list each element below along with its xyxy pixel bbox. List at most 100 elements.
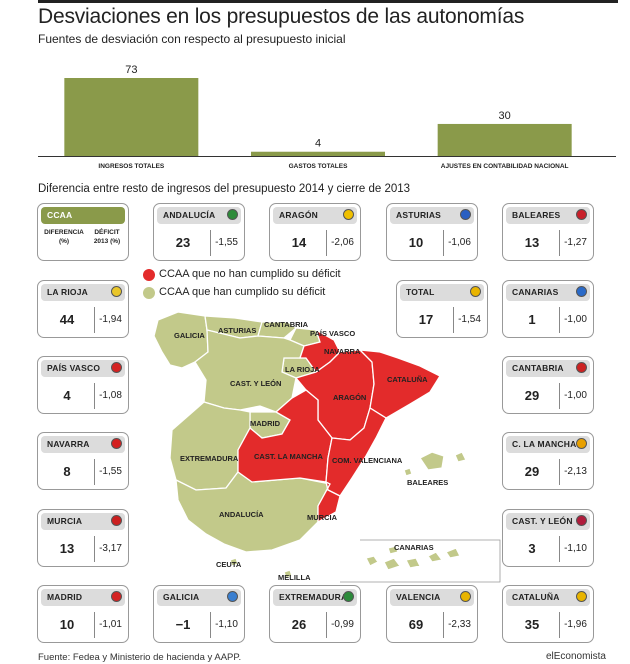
map-region-baleares xyxy=(403,451,467,477)
region-card-name: MURCIA xyxy=(41,513,125,530)
region-card-divider xyxy=(326,612,327,638)
region-card-name: BALEARES xyxy=(506,207,590,224)
region-card-name: CATALUÑA xyxy=(506,589,590,606)
region-card-andalucia: ANDALUCÍA 23 -1,55 xyxy=(153,203,245,261)
map-label-pais-vasco: PAÍS VASCO xyxy=(310,329,356,338)
region-card-deficit: -1,55 xyxy=(215,237,238,248)
map-label-la-rioja: LA RIOJA xyxy=(285,365,320,374)
section-title: Diferencia entre resto de ingresos del p… xyxy=(38,183,411,195)
region-card-total: TOTAL 17 -1,54 xyxy=(396,280,488,338)
region-flag-icon xyxy=(227,591,238,602)
region-flag-icon xyxy=(343,209,354,220)
map-label-asturias: ASTURIAS xyxy=(218,326,257,335)
map-label-andalucia: ANDALUCÍA xyxy=(219,510,264,519)
region-flag-icon xyxy=(111,515,122,526)
region-card-deficit: -1,94 xyxy=(99,314,122,325)
legend-red-label: CCAA que no han cumplido su déficit xyxy=(159,268,341,280)
region-card-canarias: CANARIAS 1 -1,00 xyxy=(502,280,594,338)
bar-category-label-0: INGRESOS TOTALES xyxy=(98,163,165,170)
bar-0 xyxy=(64,78,199,156)
region-card-diferencia: 17 xyxy=(418,312,434,327)
map-label-valenciana: COM. VALENCIANA xyxy=(332,456,403,465)
region-card-deficit: -1,55 xyxy=(99,466,122,477)
region-card-deficit: -1,01 xyxy=(99,619,122,630)
map-label-galicia: GALICIA xyxy=(174,331,205,340)
region-card-aragon: ARAGÓN 14 -2,06 xyxy=(269,203,361,261)
region-flag-icon xyxy=(227,209,238,220)
region-flag-icon xyxy=(576,438,587,449)
region-card-divider xyxy=(94,307,95,333)
legend-green-label: CCAA que han cumplido su déficit xyxy=(159,286,326,298)
region-card-pais-vasco: PAÍS VASCO 4 -1,08 xyxy=(37,356,129,414)
region-card-deficit: -1,96 xyxy=(564,619,587,630)
region-card-divider xyxy=(559,230,560,256)
region-card-deficit: -1,10 xyxy=(215,619,238,630)
region-card-deficit: -2,33 xyxy=(448,619,471,630)
region-card-diferencia: 29 xyxy=(524,388,540,403)
map-label-clm: CAST. LA MANCHA xyxy=(254,452,323,461)
map-region-valenciana xyxy=(325,406,387,497)
region-card-diferencia: 14 xyxy=(291,235,307,250)
region-flag-icon xyxy=(470,286,481,297)
region-card-asturias: ASTURIAS 10 -1,06 xyxy=(386,203,478,261)
region-card-baleares: BALEARES 13 -1,27 xyxy=(502,203,594,261)
bar-chart: 73 INGRESOS TOTALES 4 GASTOS TOTALES 30 AJUST… xyxy=(38,64,616,170)
region-card-diferencia: 35 xyxy=(524,617,540,632)
region-card-diferencia: 23 xyxy=(175,235,191,250)
map-label-canarias: CANARIAS xyxy=(394,543,434,552)
legend-card-col-deficit: DÉFICIT 2013 (%) xyxy=(93,229,121,245)
map-label-ceuta: CEUTA xyxy=(216,560,242,569)
legend-green-dot xyxy=(143,287,155,299)
region-card-name: TOTAL xyxy=(400,284,484,301)
region-card-deficit: -1,00 xyxy=(564,390,587,401)
region-card-diferencia: 69 xyxy=(408,617,424,632)
region-card-name: NAVARRA xyxy=(41,436,125,453)
map-region-murcia xyxy=(317,480,341,524)
region-card-galicia: GALICIA −1 -1,10 xyxy=(153,585,245,643)
map-label-madrid: MADRID xyxy=(250,419,280,428)
bar-value-label-1: 4 xyxy=(315,138,321,150)
map-region-cataluna xyxy=(358,349,441,419)
map-region-cyl xyxy=(194,329,305,413)
region-card-diferencia: −1 xyxy=(175,617,191,632)
region-card-divider xyxy=(559,383,560,409)
region-card-diferencia: 44 xyxy=(59,312,75,327)
region-card-deficit: -2,13 xyxy=(564,466,587,477)
region-flag-icon xyxy=(343,591,354,602)
region-card-divider xyxy=(559,536,560,562)
region-flag-icon xyxy=(576,591,587,602)
region-card-deficit: -3,17 xyxy=(99,543,122,554)
region-card-divider xyxy=(210,612,211,638)
map-region-canarias xyxy=(365,545,461,571)
region-card-divider xyxy=(94,459,95,485)
region-card-divider xyxy=(94,612,95,638)
bar-2 xyxy=(437,123,572,156)
region-card-divider xyxy=(326,230,327,256)
region-flag-icon xyxy=(111,362,122,373)
region-card-deficit: -0,99 xyxy=(331,619,354,630)
chart-subtitle: Fuentes de desviación con respecto al pr… xyxy=(38,32,346,46)
map-label-cataluna: CATALUÑA xyxy=(387,375,428,384)
top-rule xyxy=(38,0,618,3)
bar-value-label-2: 30 xyxy=(499,110,511,122)
region-card-cast-y-leon: CAST. Y LEÓN 3 -1,10 xyxy=(502,509,594,567)
region-card-divider xyxy=(453,307,454,333)
region-card-diferencia: 4 xyxy=(63,388,71,403)
region-card-divider xyxy=(210,230,211,256)
region-card-deficit: -1,08 xyxy=(99,390,122,401)
legend-green: CCAA que han cumplido su déficit xyxy=(143,286,325,298)
source-note: Fuente: Fedea y Ministerio de hacienda y… xyxy=(38,652,242,663)
region-card-name: GALICIA xyxy=(157,589,241,606)
map-region-clm xyxy=(237,389,333,483)
region-card-name: CANTABRIA xyxy=(506,360,590,377)
region-card-diferencia: 10 xyxy=(408,235,424,250)
bar-category-label-1: GASTOS TOTALES xyxy=(289,163,349,170)
region-card-cantabria: CANTABRIA 29 -1,00 xyxy=(502,356,594,414)
region-flag-icon xyxy=(460,591,471,602)
region-card-deficit: -1,06 xyxy=(448,237,471,248)
map-region-cantabria xyxy=(257,321,298,339)
map-label-melilla: MELILLA xyxy=(278,573,311,582)
region-card-diferencia: 10 xyxy=(59,617,75,632)
region-card-la-rioja: LA RIOJA 44 -1,94 xyxy=(37,280,129,338)
